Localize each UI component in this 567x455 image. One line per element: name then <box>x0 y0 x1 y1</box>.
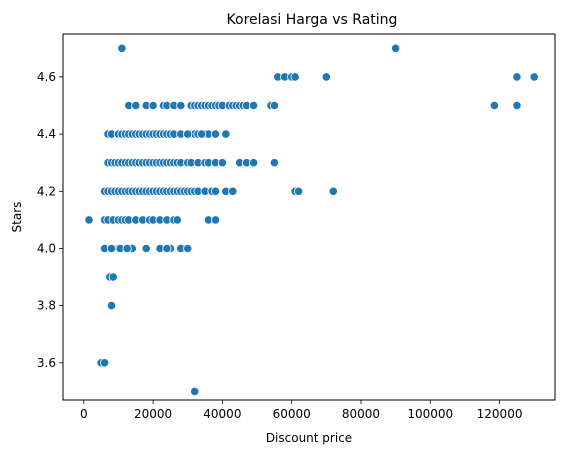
data-point <box>221 129 231 139</box>
x-tick-label: 80000 <box>342 407 380 421</box>
data-point <box>269 158 279 168</box>
data-point <box>131 100 141 111</box>
data-point <box>290 72 300 82</box>
data-point <box>328 186 338 196</box>
data-point <box>210 215 221 225</box>
data-points <box>84 43 539 396</box>
data-point <box>148 100 158 111</box>
data-point <box>249 158 259 168</box>
y-axis-label: Stars <box>10 202 24 233</box>
data-point <box>390 43 401 53</box>
data-point <box>106 243 117 254</box>
x-tick-label: 100000 <box>407 407 453 421</box>
data-point <box>512 100 522 111</box>
data-point <box>210 129 221 139</box>
data-point <box>512 72 522 82</box>
y-tick-label: 4.2 <box>37 184 56 198</box>
data-point <box>249 100 259 111</box>
data-point <box>100 358 110 368</box>
y-tick-label: 3.6 <box>37 356 56 370</box>
y-axis-ticks: 3.6 3.8 4.0 4.2 4.4 4.6 <box>37 70 63 370</box>
x-tick-label: 60000 <box>273 407 311 421</box>
data-point <box>269 100 279 111</box>
data-point <box>117 43 127 53</box>
chart-title: Korelasi Harga vs Rating <box>227 12 398 28</box>
data-point <box>190 386 200 396</box>
data-point <box>172 215 182 225</box>
data-point <box>84 215 94 225</box>
x-axis-ticks: 0 20000 40000 60000 80000 100000 120000 <box>80 400 523 421</box>
y-tick-label: 4.0 <box>37 241 56 255</box>
data-point <box>489 100 499 111</box>
x-tick-label: 20000 <box>134 407 172 421</box>
data-point <box>197 129 207 139</box>
data-point <box>162 243 172 254</box>
data-point <box>228 186 238 196</box>
x-tick-label: 0 <box>80 407 88 421</box>
y-tick-label: 3.8 <box>37 299 56 313</box>
data-point <box>183 129 193 139</box>
data-point <box>529 72 539 82</box>
x-axis-label: Discount price <box>266 431 352 445</box>
y-tick-label: 4.4 <box>37 127 56 141</box>
data-point <box>321 72 331 82</box>
y-tick-label: 4.6 <box>37 70 56 84</box>
data-point <box>176 100 186 111</box>
data-point <box>217 158 227 168</box>
x-tick-label: 40000 <box>203 407 241 421</box>
data-point <box>108 272 118 282</box>
plot-frame <box>62 33 556 401</box>
data-point <box>122 243 132 254</box>
data-point <box>210 186 221 196</box>
x-tick-label: 120000 <box>477 407 523 421</box>
data-point <box>106 300 117 311</box>
data-point <box>293 186 304 196</box>
data-point <box>141 243 151 254</box>
data-point <box>183 243 193 254</box>
